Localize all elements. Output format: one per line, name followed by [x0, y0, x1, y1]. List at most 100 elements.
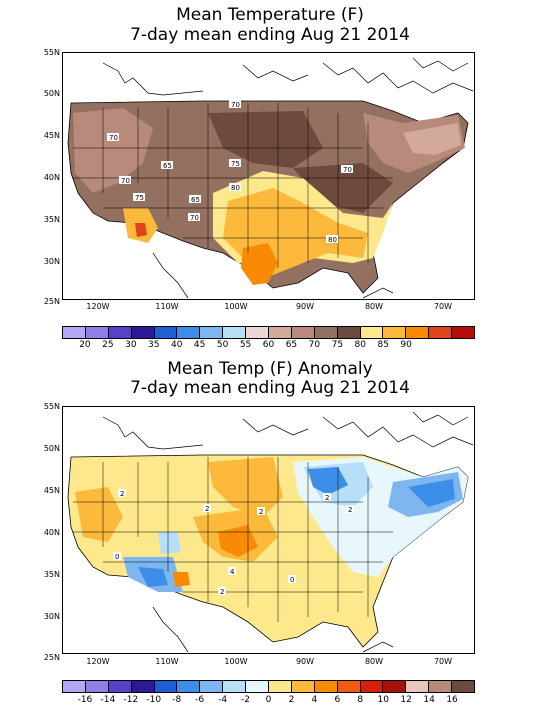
bottom-colorbar-label: -8 — [172, 695, 182, 705]
bottom-coastlines — [102, 411, 474, 653]
top-colorbar-label: 30 — [125, 340, 137, 350]
top-contour-label: 70 — [343, 166, 352, 174]
bottom-colorbar-swatch — [108, 681, 132, 692]
bottom-colorbar-label: 0 — [265, 695, 272, 705]
top-region-65-west — [73, 108, 153, 193]
top-colorbar-label: 45 — [193, 340, 206, 350]
top-contour-label: 70 — [231, 101, 240, 109]
bottom-lon-110w: 110W — [155, 657, 179, 666]
top-lon-110w: 110W — [155, 302, 179, 311]
bottom-contour-label: 2 — [120, 490, 124, 498]
bottom-colorbar-label: 6 — [334, 695, 341, 705]
top-lat-35n: 35N — [43, 215, 60, 224]
bottom-region-6-nm — [173, 572, 190, 587]
top-colorbar-label: 20 — [79, 340, 91, 350]
bottom-contour-label: 2 — [325, 494, 329, 502]
top-contour-label: 75 — [135, 194, 144, 202]
bottom-colorbar-swatch — [85, 681, 109, 692]
top-colorbar-swatch — [269, 327, 292, 338]
bottom-region-neg6-ne — [408, 479, 455, 507]
bottom-colorbar-label: 10 — [377, 695, 389, 705]
bottom-colorbar-label: -14 — [100, 695, 116, 705]
top-colorbar-swatch — [291, 327, 315, 338]
bottom-contour-labels: 2 2 2 2 2 0 4 2 0 — [113, 489, 354, 596]
bottom-colorbar-swatch — [429, 681, 453, 692]
top-contour-label: 80 — [231, 184, 240, 192]
top-lat-55n: 55N — [43, 48, 60, 57]
bottom-region-neg2-ut — [158, 532, 181, 554]
top-colorbar-label: 25 — [102, 340, 114, 350]
bottom-colorbar-swatch — [154, 681, 178, 692]
bottom-title-line2: 7-day mean ending Aug 21 2014 — [130, 378, 410, 398]
bottom-region-neg6-sw — [138, 567, 168, 587]
bottom-colorbar-label: 2 — [288, 695, 295, 705]
top-colorbar-swatch — [360, 327, 384, 338]
bottom-state-lines — [73, 457, 393, 622]
top-lon-80w: 80W — [364, 302, 384, 311]
top-title-line1: Mean Temperature (F) — [176, 5, 364, 25]
bottom-colorbar-swatch — [246, 681, 270, 692]
bottom-lat-25n: 25N — [43, 653, 60, 662]
top-colorbar-swatch — [223, 327, 247, 338]
top-colorbar-label: 70 — [308, 340, 321, 350]
top-temperature-map: 70 70 70 65 75 70 80 65 75 70 80 — [62, 52, 475, 300]
top-region-75-north — [208, 111, 323, 168]
top-colorbar — [62, 326, 475, 339]
top-contour-label: 65 — [163, 162, 172, 170]
top-colorbar-swatch — [177, 327, 201, 338]
bottom-contour-label: 2 — [205, 505, 209, 513]
top-lat-30n: 30N — [43, 257, 60, 266]
top-colorbar-label: 55 — [239, 340, 252, 350]
top-colorbar-label: 60 — [262, 340, 275, 350]
bottom-colorbar-label: 8 — [357, 695, 364, 705]
top-lon-120w: 120W — [86, 302, 110, 311]
top-colorbar-label: 85 — [377, 340, 389, 350]
bottom-colorbar-swatch — [337, 681, 361, 692]
bottom-contour-label: 4 — [230, 568, 235, 576]
top-lat-40n: 40N — [43, 173, 60, 182]
top-colorbar-label: 35 — [148, 340, 160, 350]
bottom-lon-90w: 90W — [295, 657, 315, 666]
bottom-lat-35n: 35N — [43, 570, 60, 579]
bottom-colorbar-label: -12 — [123, 695, 139, 705]
bottom-colorbar-labels: -16 -14 -12 -10 -8 -6 -4 -2 0 2 4 6 8 10 12 14 16 — [62, 695, 475, 707]
top-colorbar-labels: 20 25 30 35 40 45 50 55 60 65 70 75 80 85 90 — [62, 340, 475, 352]
top-colorbar-swatch — [429, 327, 453, 338]
bottom-colorbar-label: -2 — [241, 695, 251, 705]
bottom-lon-70w: 70W — [433, 657, 453, 666]
bottom-colorbar-swatch — [131, 681, 155, 692]
top-contour-label: 80 — [328, 236, 337, 244]
top-lon-70w: 70W — [433, 302, 453, 311]
bottom-colorbar-swatch — [314, 681, 338, 692]
bottom-colorbar-label: -10 — [146, 695, 162, 705]
top-colorbar-swatch — [383, 327, 407, 338]
top-colorbar-swatch — [314, 327, 338, 338]
top-region-60-ne — [403, 123, 461, 155]
bottom-colorbar-swatch — [223, 681, 247, 692]
bottom-colorbar-swatch — [63, 681, 86, 692]
top-contour-label: 75 — [231, 160, 240, 168]
bottom-colorbar — [62, 680, 475, 693]
bottom-colorbar-swatch — [269, 681, 292, 692]
bottom-title-line1: Mean Temp (F) Anomaly — [167, 359, 373, 379]
top-colorbar-label: 90 — [400, 340, 412, 350]
bottom-colorbar-swatch — [177, 681, 201, 692]
top-colorbar-swatch — [337, 327, 361, 338]
bottom-lon-120w: 120W — [86, 657, 110, 666]
bottom-contour-label: 2 — [348, 506, 352, 514]
top-contour-label: 70 — [190, 214, 199, 222]
bottom-colorbar-swatch — [291, 681, 315, 692]
bottom-colorbar-swatch — [200, 681, 224, 692]
top-colorbar-label: 65 — [285, 340, 298, 350]
bottom-lon-80w: 80W — [364, 657, 384, 666]
top-contour-label: 70 — [121, 177, 130, 185]
bottom-lat-50n: 50N — [43, 444, 60, 453]
top-colorbar-label: 50 — [216, 340, 229, 350]
top-region-90-texas — [241, 243, 278, 285]
bottom-contour-label: 0 — [290, 576, 294, 584]
top-region-95-az — [135, 223, 147, 237]
top-contour-labels: 70 70 70 65 75 70 80 65 75 70 80 — [107, 100, 353, 244]
top-colorbar-swatch — [108, 327, 132, 338]
top-colorbar-swatch — [154, 327, 178, 338]
bottom-lat-30n: 30N — [43, 612, 60, 621]
